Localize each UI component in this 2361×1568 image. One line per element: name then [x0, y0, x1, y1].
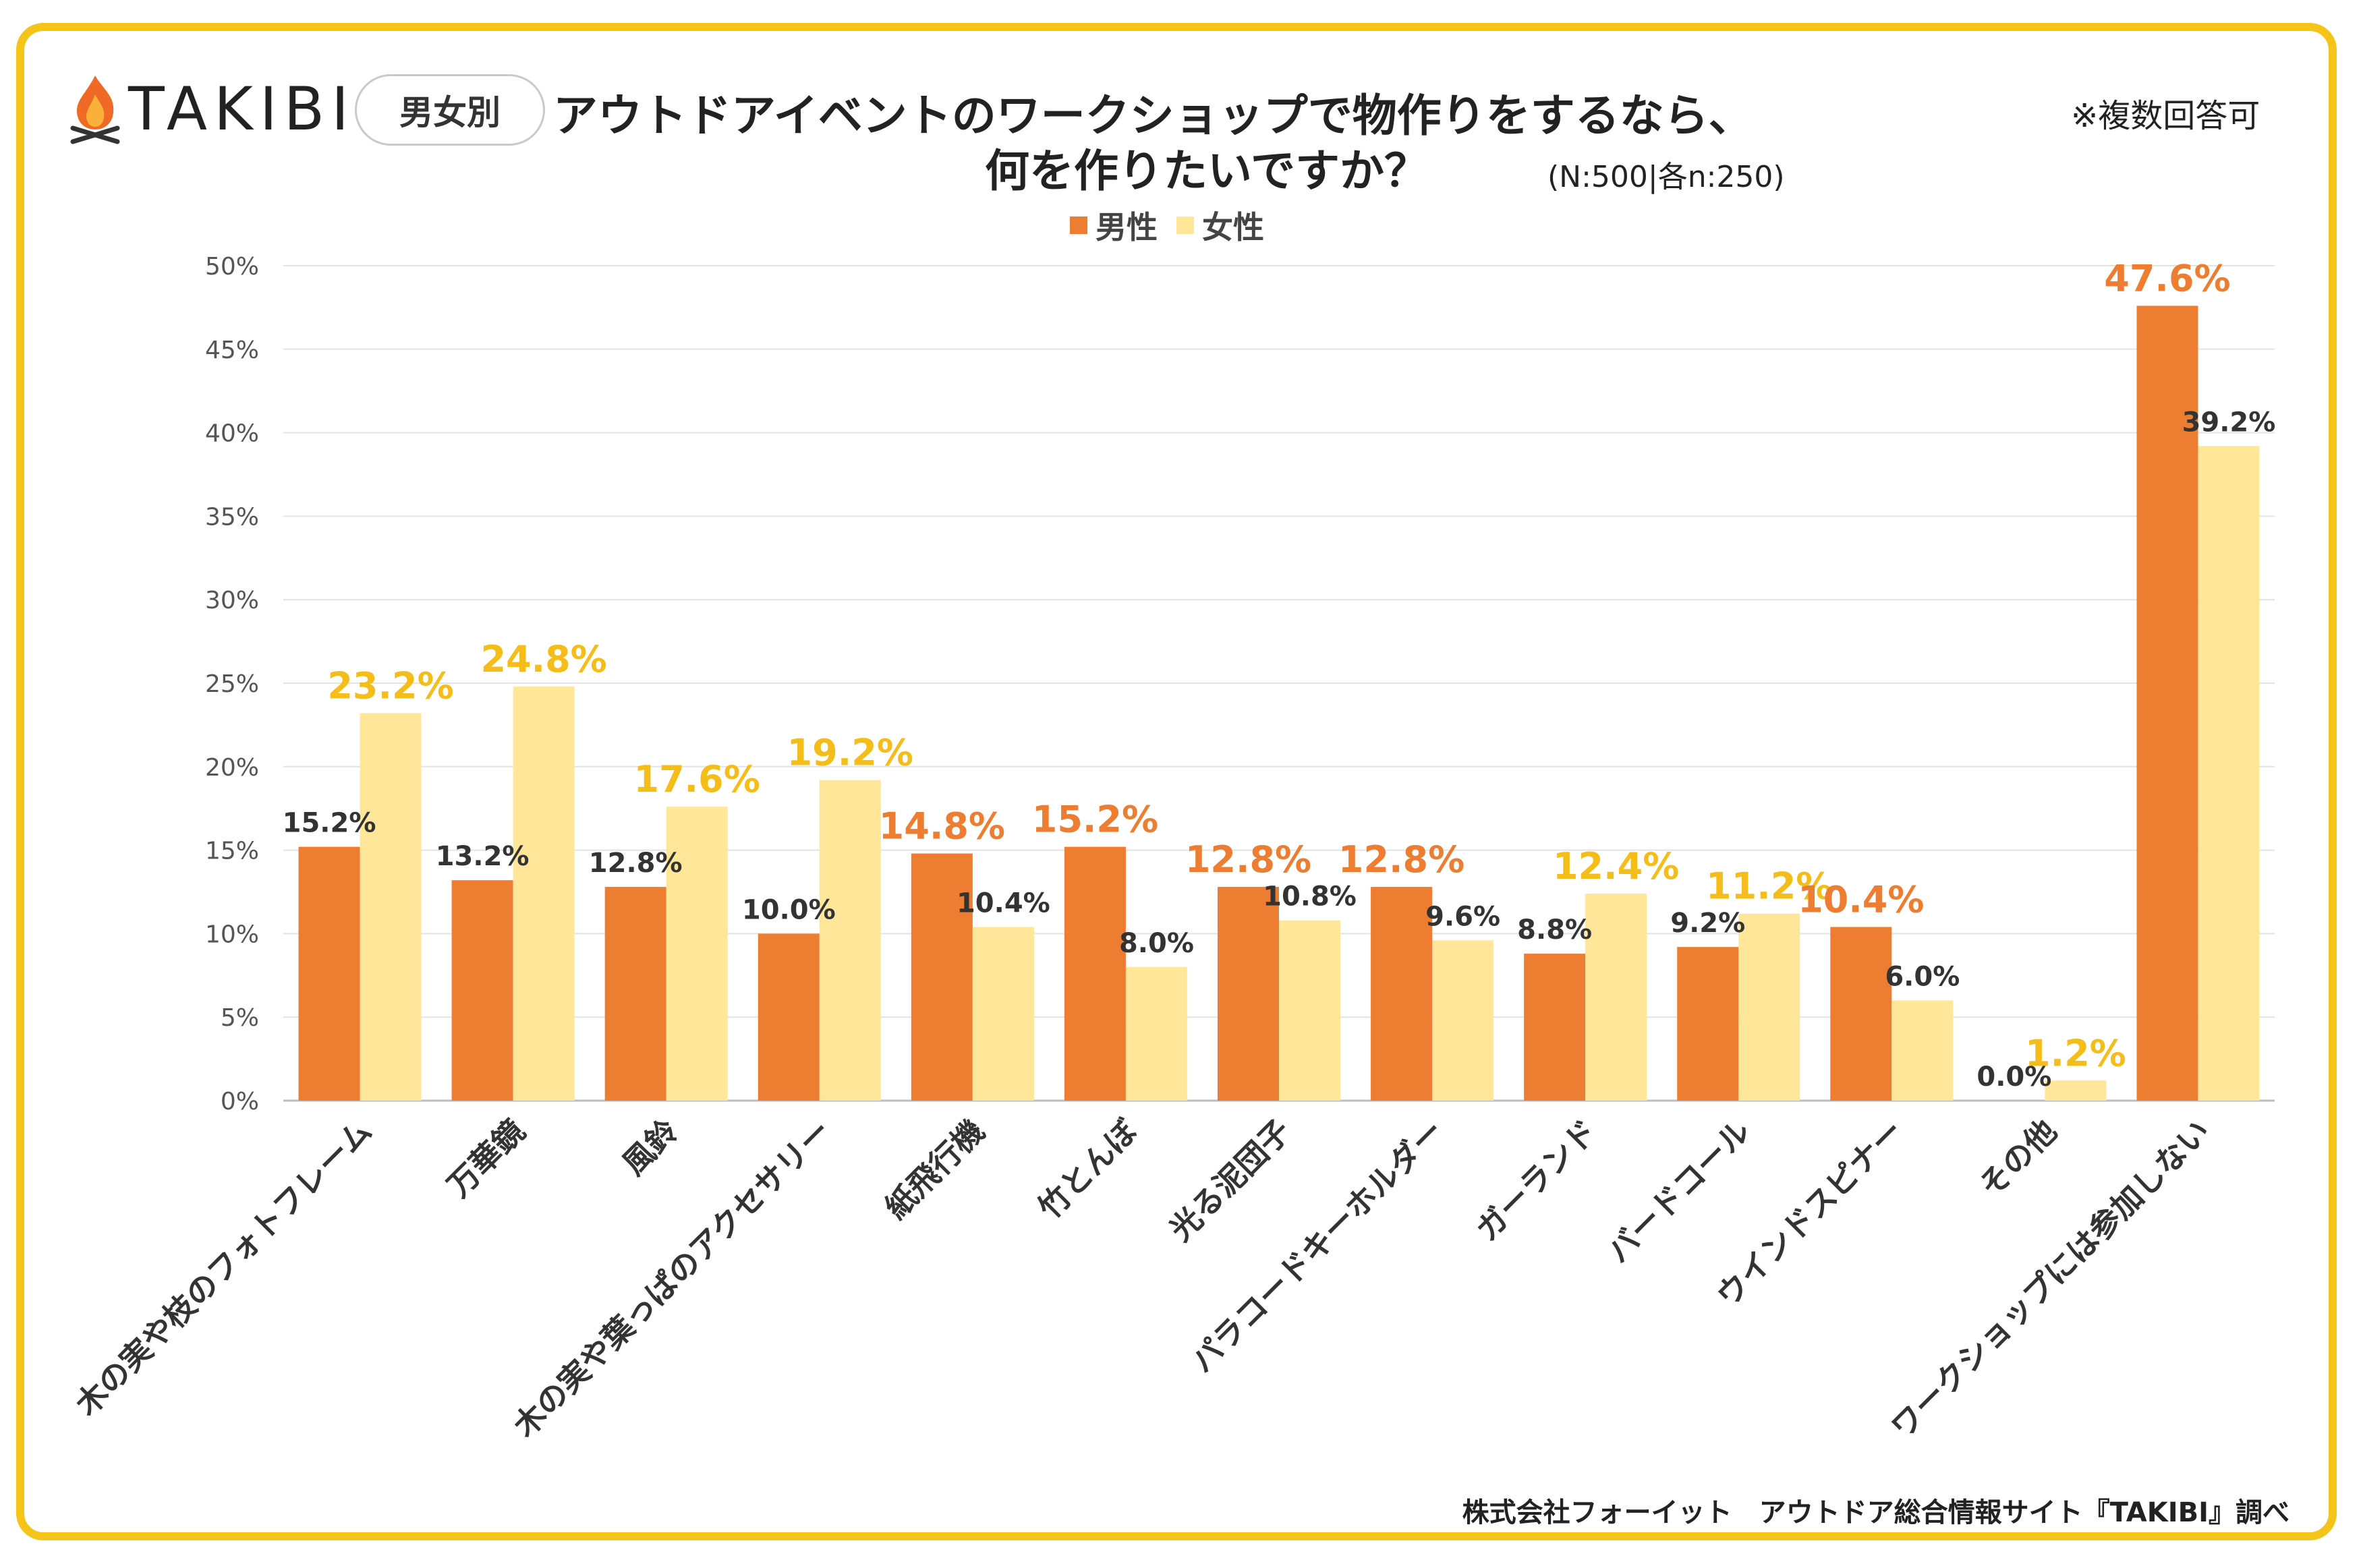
data-label-female: 6.0% — [1885, 961, 1960, 992]
y-tick-label: 5% — [221, 1004, 259, 1032]
brand-name: TAKIBI — [128, 74, 356, 144]
legend: 男性 女性 — [1070, 206, 1283, 245]
data-label-female: 24.8% — [480, 638, 606, 680]
data-label-female: 23.2% — [327, 665, 453, 707]
data-label-male: 12.8% — [1185, 838, 1311, 881]
category-label: 竹とんぼ — [1031, 1112, 1145, 1226]
category-label: ワークショップには参加しない — [1884, 1113, 2217, 1446]
y-tick-label: 35% — [205, 503, 259, 531]
takibi-logo: TAKIBI — [65, 70, 349, 144]
bar-male — [2136, 306, 2198, 1101]
data-label-female: 17.6% — [634, 758, 760, 801]
multiple-answer-note: ※複数回答可 — [2071, 97, 2260, 135]
data-label-female: 10.4% — [957, 888, 1050, 919]
legend-swatch-female — [1176, 216, 1194, 234]
bar-male — [604, 887, 666, 1101]
data-label-male: 47.6% — [2104, 257, 2230, 299]
y-tick-label: 50% — [205, 253, 259, 281]
bar-male — [1830, 927, 1892, 1101]
source-credit: 株式会社フォーイット アウトドア総合情報サイト『TAKIBI』調べ — [1462, 1497, 2289, 1528]
data-label-male: 10.4% — [1798, 878, 1924, 921]
y-tick-label: 0% — [221, 1088, 259, 1115]
bar-male — [451, 880, 513, 1101]
bar-female — [2045, 1080, 2107, 1101]
category-label: バードコール — [1600, 1113, 1757, 1270]
category-label: 木の実や葉っぱのアクセサリー — [507, 1113, 838, 1445]
legend-label-male: 男性 — [1096, 209, 1158, 245]
bar-male — [298, 846, 360, 1101]
y-tick-label: 25% — [205, 670, 259, 698]
data-label-female: 12.4% — [1553, 845, 1679, 888]
bar-female — [666, 807, 728, 1101]
category-label: 紙飛行機 — [878, 1113, 991, 1226]
y-tick-label: 30% — [205, 587, 259, 614]
data-label-male: 0.0% — [1976, 1062, 2051, 1093]
data-label-female: 1.2% — [2025, 1032, 2126, 1074]
bar-female — [360, 713, 422, 1101]
y-tick-label: 20% — [205, 754, 259, 782]
bar-female — [2198, 446, 2260, 1101]
bar-male — [1218, 887, 1279, 1101]
y-tick-label: 45% — [205, 337, 259, 364]
bar-female — [972, 927, 1034, 1101]
bar-female — [513, 686, 575, 1101]
category-label: 万華鏡 — [440, 1113, 532, 1204]
bar-male — [1677, 947, 1739, 1101]
campfire-icon — [70, 76, 120, 144]
y-tick-label: 10% — [205, 921, 259, 948]
data-label-female: 10.8% — [1263, 881, 1357, 912]
legend-label-female: 女性 — [1202, 209, 1264, 245]
bar-male — [1524, 954, 1586, 1101]
category-label: ガーランド — [1469, 1113, 1604, 1248]
data-label-male: 14.8% — [879, 805, 1005, 848]
category-label: 木の実や枝のフォトフレーム — [68, 1113, 378, 1423]
data-label-male: 15.2% — [283, 808, 376, 839]
y-tick-label: 40% — [205, 420, 259, 448]
y-tick-label: 15% — [205, 838, 259, 865]
data-label-male: 12.8% — [589, 848, 683, 879]
data-label-male: 8.8% — [1517, 914, 1592, 946]
category-label: その他 — [1972, 1113, 2064, 1204]
bar-female — [1125, 966, 1187, 1101]
bar-male — [1064, 846, 1126, 1101]
bar-female — [819, 780, 881, 1101]
bar-female — [1432, 940, 1494, 1101]
chart-title-line2: 何を作りたいですか？ — [985, 145, 1429, 197]
data-label-female: 8.0% — [1119, 928, 1194, 959]
data-label-female: 9.6% — [1425, 901, 1500, 932]
data-label-female: 39.2% — [2182, 407, 2276, 438]
data-label-male: 9.2% — [1670, 908, 1745, 939]
bar-female — [1279, 920, 1340, 1101]
category-label: 光る泥団子 — [1162, 1113, 1298, 1248]
gender-badge: 男女別 — [355, 74, 545, 146]
bar-female — [1738, 913, 1800, 1101]
bar-male — [758, 933, 820, 1101]
data-label-female: 11.2% — [1706, 865, 1832, 908]
chart-title-line1: アウトドアイベントのワークショップで物作りをするなら、 — [553, 90, 1753, 142]
data-label-male: 12.8% — [1338, 838, 1464, 881]
legend-item-male: 男性 — [1070, 203, 1158, 248]
bar-male — [911, 853, 973, 1101]
data-label-male: 10.0% — [742, 894, 836, 925]
category-label: パラコードキーホルダー — [1184, 1113, 1451, 1380]
bar-female — [1891, 1000, 1954, 1101]
bar-male — [1371, 887, 1433, 1101]
bar-female — [1585, 893, 1647, 1101]
data-label-male: 13.2% — [436, 841, 530, 872]
category-label: 風鈴 — [615, 1113, 685, 1182]
data-label-female: 19.2% — [787, 732, 913, 774]
sample-size: (N:500|各n:250) — [1547, 160, 1785, 194]
legend-item-female: 女性 — [1176, 203, 1264, 248]
legend-swatch-male — [1070, 216, 1087, 234]
data-label-male: 15.2% — [1032, 798, 1158, 841]
